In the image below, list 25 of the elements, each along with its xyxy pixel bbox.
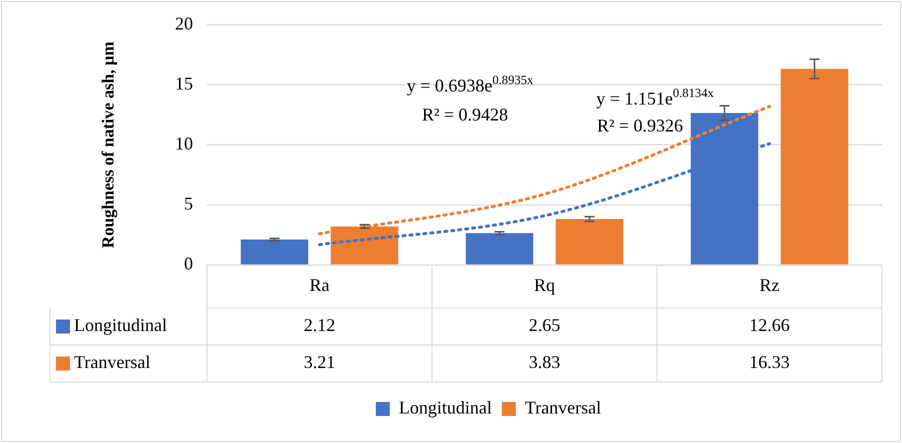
x-tick-label: Rz bbox=[760, 275, 780, 296]
data-label: 3.21 bbox=[304, 352, 336, 372]
annotation: R² = 0.9326 bbox=[596, 116, 684, 136]
y-tick-label: 10 bbox=[175, 134, 193, 154]
y-tick-label: 5 bbox=[184, 194, 193, 214]
y-axis-title: Roughness of native ash, μm bbox=[98, 42, 118, 248]
data-label: 2.65 bbox=[528, 315, 560, 336]
text: Longitudinal bbox=[398, 398, 492, 418]
data-label: 3.83 bbox=[528, 352, 560, 372]
bar bbox=[240, 240, 308, 264]
data-label: 2.12 bbox=[304, 315, 336, 336]
y-tick-label: 15 bbox=[175, 74, 193, 94]
y-tick-label: 0 bbox=[184, 254, 193, 274]
bar bbox=[780, 68, 848, 264]
data-label: 12.66 bbox=[749, 315, 790, 336]
x-tick-label: Ra bbox=[310, 275, 330, 296]
annotation: R² = 0.9428 bbox=[422, 104, 508, 125]
legend-label: Longitudinal bbox=[74, 315, 167, 336]
bar bbox=[466, 233, 534, 264]
x-tick-label: Rq bbox=[534, 275, 556, 296]
data-label: 16.33 bbox=[749, 352, 790, 372]
y-tick-label: 20 bbox=[175, 14, 193, 34]
legend-label: Tranversal bbox=[524, 398, 602, 418]
bar bbox=[556, 219, 624, 264]
text: Tranversal bbox=[74, 352, 150, 372]
